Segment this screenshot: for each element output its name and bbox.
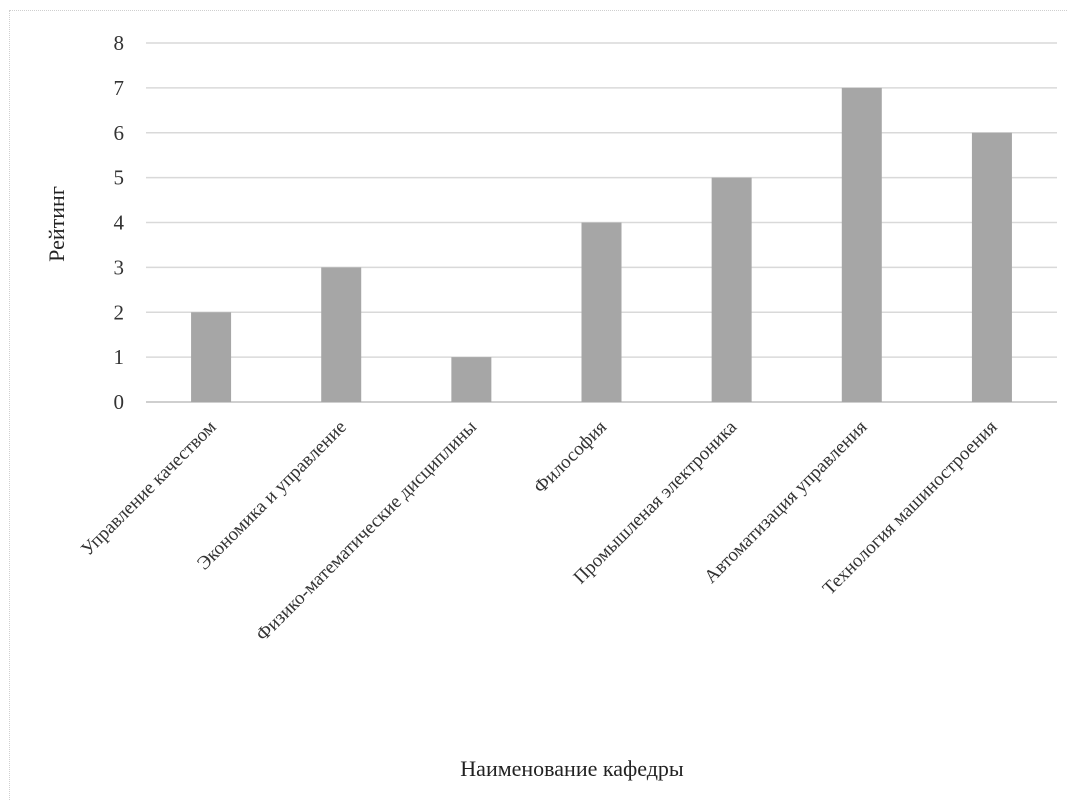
bar xyxy=(451,357,492,402)
bar xyxy=(841,87,882,402)
y-tick-labels: 0 1 2 3 4 5 6 7 8 xyxy=(114,31,125,414)
y-axis-title: Рейтинг xyxy=(44,186,69,262)
y-tick-label: 8 xyxy=(114,31,125,55)
y-tick-label: 7 xyxy=(114,76,125,100)
y-tick-label: 5 xyxy=(114,166,125,190)
chart-border xyxy=(9,10,1067,800)
bar xyxy=(971,132,1012,402)
bar xyxy=(581,222,622,402)
y-tick-label: 3 xyxy=(114,255,125,279)
y-tick-label: 6 xyxy=(114,121,125,145)
y-tick-label: 2 xyxy=(114,300,125,324)
y-tick-label: 4 xyxy=(114,211,125,235)
y-tick-label: 0 xyxy=(114,390,125,414)
y-tick-label: 1 xyxy=(114,345,125,369)
bars xyxy=(191,87,1012,402)
x-axis-title: Наименование кафедры xyxy=(460,756,684,781)
bar xyxy=(321,267,362,402)
bar xyxy=(191,312,232,402)
bar xyxy=(711,177,752,402)
